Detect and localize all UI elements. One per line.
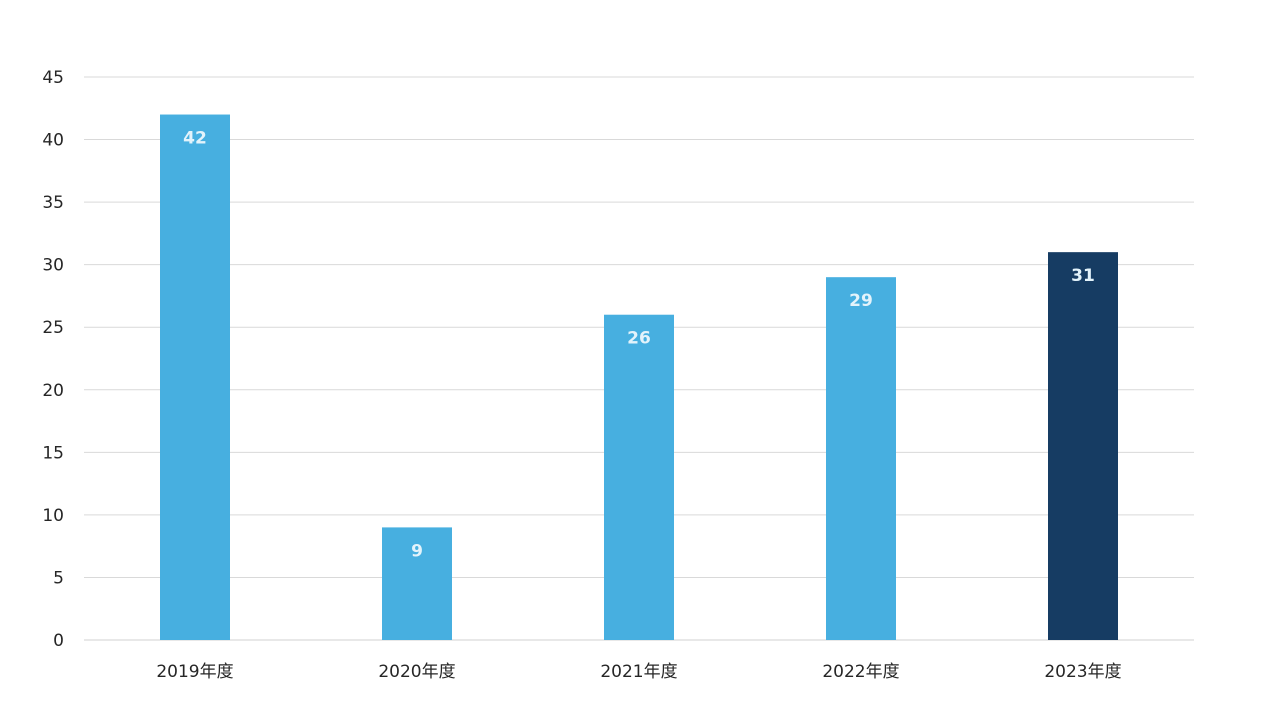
y-tick-label: 25: [42, 318, 64, 338]
data-labels: 42 9 26 29 31: [183, 129, 1095, 562]
bar-2023年度: [1048, 252, 1118, 640]
y-tick-label: 40: [42, 131, 64, 151]
x-category-label: 2019年度: [156, 662, 233, 682]
y-tick-label: 10: [42, 506, 64, 526]
y-tick-label: 0: [53, 631, 64, 651]
y-tick-label: 45: [42, 68, 64, 88]
x-axis-categories: 2019年度 2020年度 2021年度 2022年度 2023年度: [156, 662, 1121, 682]
x-category-label: 2020年度: [378, 662, 455, 682]
y-axis-ticks: 0 5 10 15 20 25 30 35 40 45: [42, 68, 64, 651]
data-label: 26: [627, 329, 651, 349]
bars: [160, 114, 1118, 641]
bar-2019年度: [160, 114, 230, 641]
data-label: 42: [183, 129, 207, 149]
y-tick-label: 5: [53, 568, 64, 588]
y-tick-label: 30: [42, 256, 64, 276]
data-label: 29: [849, 291, 873, 311]
y-tick-label: 35: [42, 193, 64, 213]
y-tick-label: 20: [42, 381, 64, 401]
bar-2022年度: [826, 277, 896, 640]
data-label: 31: [1071, 266, 1095, 286]
data-label: 9: [411, 541, 423, 561]
x-category-label: 2022年度: [822, 662, 899, 682]
x-category-label: 2021年度: [600, 662, 677, 682]
x-category-label: 2023年度: [1044, 662, 1121, 682]
bar-2020年度: [382, 527, 452, 640]
bar-2021年度: [604, 314, 674, 640]
y-tick-label: 15: [42, 443, 64, 463]
